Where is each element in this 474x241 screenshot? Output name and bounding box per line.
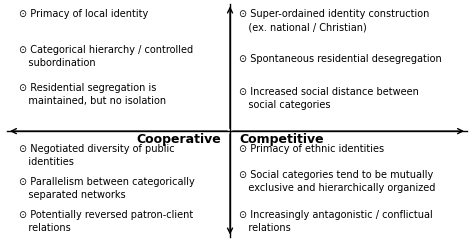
Text: ⊙ Primacy of local identity: ⊙ Primacy of local identity — [18, 9, 148, 20]
Text: ⊙ Negotiated diversity of public
   identities: ⊙ Negotiated diversity of public identit… — [18, 144, 174, 167]
Text: ⊙ Primacy of ethnic identities: ⊙ Primacy of ethnic identities — [239, 144, 384, 154]
Text: Competitive: Competitive — [239, 134, 324, 147]
Text: Cooperative: Cooperative — [136, 134, 221, 147]
Text: ⊙ Residential segregation is
   maintained, but no isolation: ⊙ Residential segregation is maintained,… — [18, 83, 166, 106]
Text: ⊙ Super-ordained identity construction
   (ex. national / Christian): ⊙ Super-ordained identity construction (… — [239, 9, 430, 32]
Text: ⊙ Potentially reversed patron-client
   relations: ⊙ Potentially reversed patron-client rel… — [18, 210, 193, 233]
Text: ⊙ Spontaneous residential desegregation: ⊙ Spontaneous residential desegregation — [239, 54, 442, 64]
Text: ⊙ Parallelism between categorically
   separated networks: ⊙ Parallelism between categorically sepa… — [18, 177, 194, 200]
Text: ⊙ Social categories tend to be mutually
   exclusive and hierarchically organize: ⊙ Social categories tend to be mutually … — [239, 170, 436, 193]
Text: ⊙ Increased social distance between
   social categories: ⊙ Increased social distance between soci… — [239, 87, 419, 110]
Text: ⊙ Categorical hierarchy / controlled
   subordination: ⊙ Categorical hierarchy / controlled sub… — [18, 45, 193, 68]
Text: ⊙ Increasingly antagonistic / conflictual
   relations: ⊙ Increasingly antagonistic / conflictua… — [239, 210, 433, 233]
